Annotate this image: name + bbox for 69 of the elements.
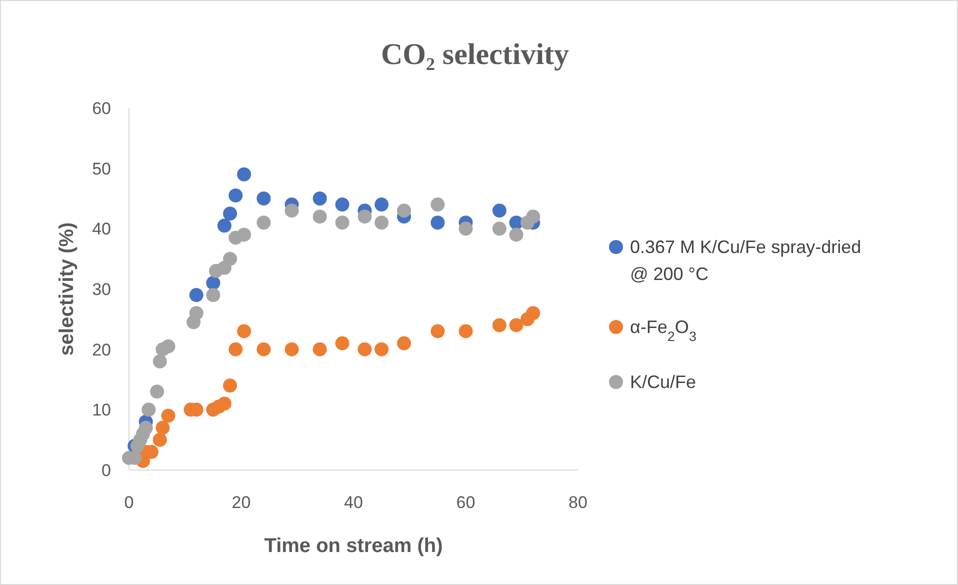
legend-label: α-Fe$_{2}$O$_{3}$ bbox=[630, 317, 696, 344]
point bbox=[430, 198, 445, 212]
y-tick-label: 50 bbox=[92, 159, 111, 178]
point bbox=[284, 342, 299, 356]
point bbox=[374, 216, 389, 230]
point bbox=[430, 324, 445, 338]
point bbox=[223, 378, 238, 393]
point bbox=[526, 306, 540, 320]
point bbox=[358, 210, 372, 224]
x-tick-label: 0 bbox=[124, 493, 134, 512]
y-axis-title: selectivity (%) bbox=[56, 222, 78, 356]
point bbox=[228, 188, 243, 202]
point bbox=[138, 420, 153, 435]
point bbox=[152, 432, 167, 447]
legend-label: 0.367 M K/Cu/Fe spray-dried @ 200 °C bbox=[630, 237, 862, 284]
x-tick-label: 40 bbox=[344, 493, 363, 512]
point bbox=[206, 288, 220, 302]
point bbox=[374, 198, 389, 212]
y-tick-label: 40 bbox=[92, 220, 111, 239]
x-tick-label: 20 bbox=[232, 493, 251, 512]
y-tick-label: 30 bbox=[92, 280, 111, 299]
y-tick-label: 20 bbox=[92, 340, 111, 360]
point bbox=[152, 354, 167, 368]
point bbox=[509, 318, 524, 332]
point bbox=[256, 342, 271, 356]
point bbox=[312, 342, 327, 356]
point bbox=[374, 342, 389, 356]
x-axis-title: Time on stream (h) bbox=[264, 535, 443, 557]
x-tick-label: 80 bbox=[568, 493, 588, 512]
point bbox=[150, 384, 164, 399]
point bbox=[217, 396, 232, 411]
point bbox=[335, 198, 350, 212]
point bbox=[189, 288, 204, 302]
point bbox=[237, 324, 252, 338]
point bbox=[256, 216, 271, 230]
point bbox=[458, 324, 473, 338]
point bbox=[397, 204, 412, 218]
point bbox=[217, 218, 232, 233]
point bbox=[492, 222, 506, 236]
point bbox=[228, 342, 243, 356]
point bbox=[335, 216, 350, 230]
point bbox=[430, 216, 445, 230]
y-tick-label: 60 bbox=[92, 99, 111, 118]
chart-title: CO₂ selectivity bbox=[380, 38, 570, 71]
point bbox=[189, 306, 204, 320]
point bbox=[492, 318, 506, 332]
point bbox=[237, 167, 252, 182]
point bbox=[312, 192, 327, 206]
point bbox=[312, 210, 327, 224]
point bbox=[397, 336, 412, 350]
y-tick-label: 0 bbox=[102, 461, 111, 480]
point bbox=[156, 420, 170, 435]
point bbox=[237, 228, 252, 242]
point bbox=[142, 402, 156, 417]
point bbox=[223, 252, 238, 266]
x-tick-label: 60 bbox=[456, 493, 476, 512]
point bbox=[492, 204, 506, 218]
point bbox=[335, 336, 350, 350]
point bbox=[458, 222, 473, 236]
legend-label: K/Cu/Fe bbox=[630, 372, 696, 392]
point bbox=[223, 206, 238, 221]
point bbox=[358, 342, 372, 356]
point bbox=[161, 339, 176, 354]
point bbox=[284, 204, 299, 218]
point bbox=[161, 408, 176, 423]
y-tick-label: 10 bbox=[92, 400, 111, 420]
point bbox=[509, 228, 524, 242]
point bbox=[526, 210, 540, 224]
point bbox=[256, 192, 271, 206]
